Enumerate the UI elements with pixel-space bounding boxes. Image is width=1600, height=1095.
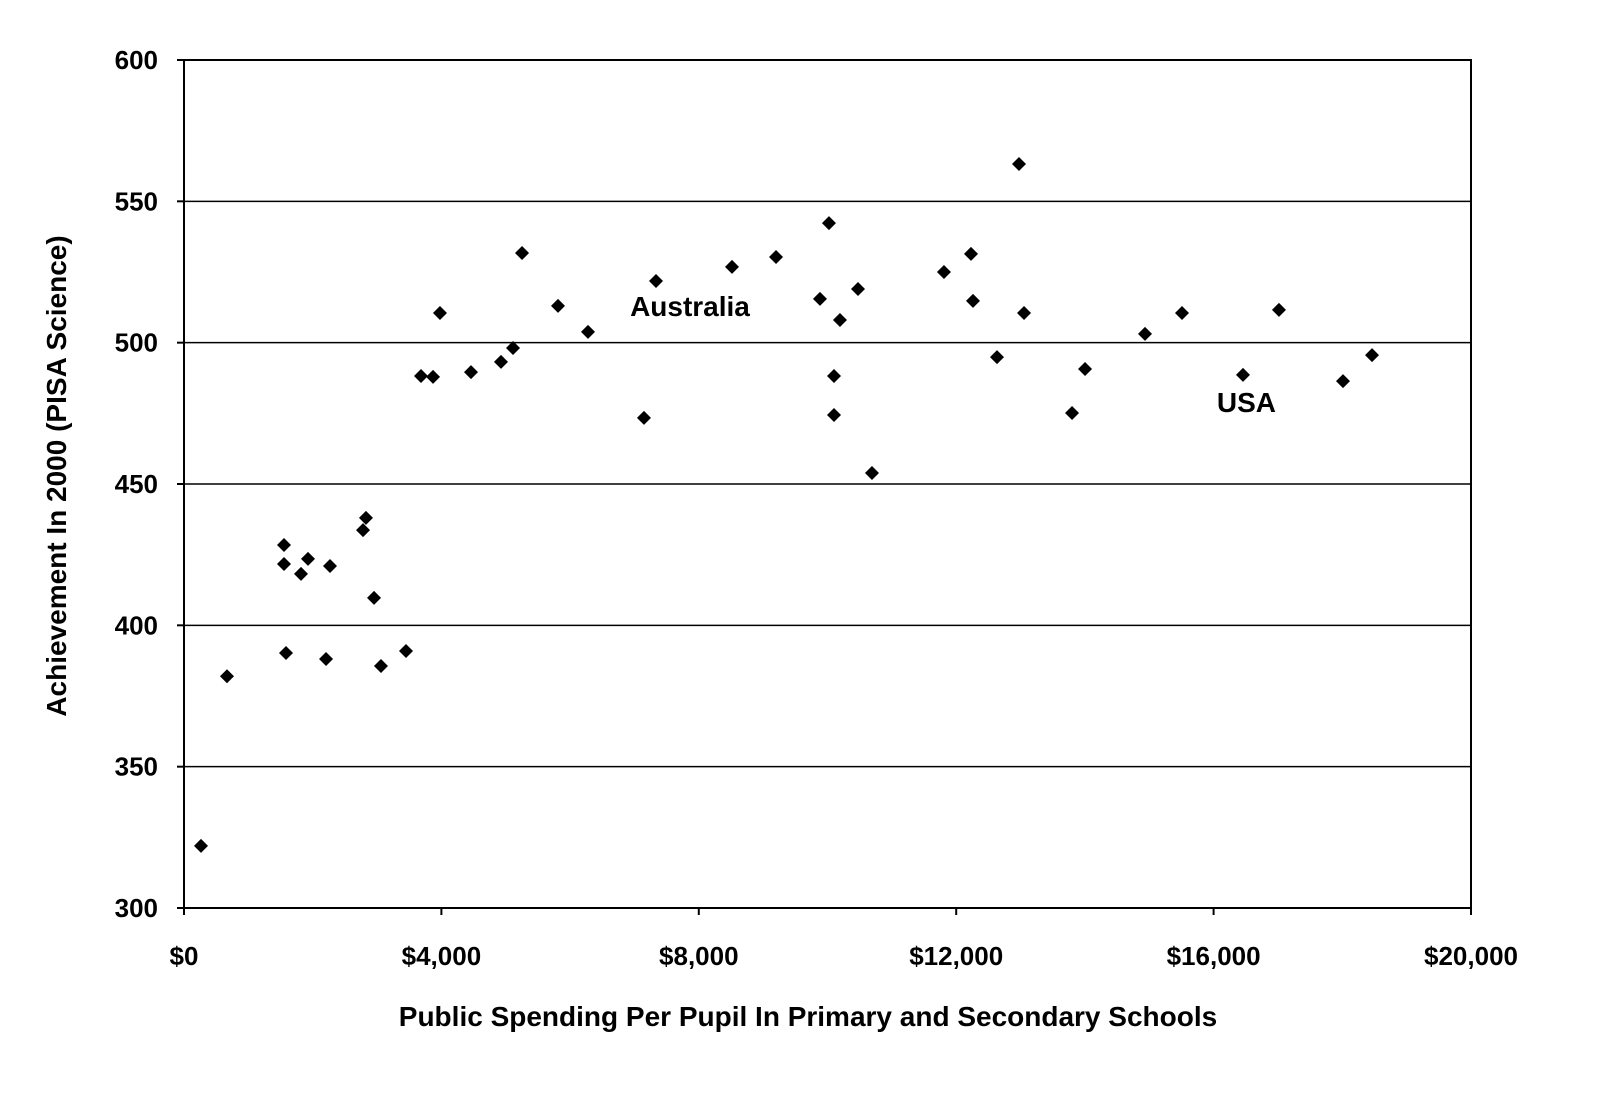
data-point [832,313,847,328]
x-axis-label: Public Spending Per Pupil In Primary and… [399,1001,1217,1032]
data-point [367,590,382,605]
gridlines [184,200,1471,768]
data-point [506,341,521,356]
data-point [373,659,388,674]
data-point [769,250,784,265]
data-point [1065,406,1080,421]
data-point [826,369,841,384]
data-point [649,274,664,289]
y-tick-label: 350 [115,752,158,782]
data-point [551,298,566,313]
data-point [278,646,293,661]
data-point [1138,326,1153,341]
data-point [989,350,1004,365]
data-point [219,669,234,684]
data-point [965,293,980,308]
data-point [293,566,308,581]
y-tick-label: 500 [115,328,158,358]
y-axis: 300 350 400 450 500 550 600 [115,45,184,923]
data-points [193,157,1380,853]
data-point [193,838,208,853]
data-point [1078,361,1093,376]
data-point [812,291,827,306]
data-point [319,651,334,666]
x-tick-label: $8,000 [659,941,739,971]
data-point [864,465,879,480]
y-tick-label: 550 [115,186,158,216]
y-tick-label: 400 [115,610,158,640]
annotation-label: USA [1217,387,1276,418]
y-tick-label: 600 [115,45,158,75]
annotations: Australia USA [630,291,1276,418]
x-tick-label: $16,000 [1167,941,1261,971]
y-tick-label: 450 [115,469,158,499]
data-point [426,369,441,384]
data-point [851,281,866,296]
data-point [826,408,841,423]
data-point [399,644,414,659]
data-point [1012,157,1027,172]
x-tick-label: $0 [170,941,199,971]
data-point [1017,305,1032,320]
data-point [936,265,951,279]
x-tick-label: $20,000 [1424,941,1518,971]
data-point [1236,367,1251,382]
data-point [821,216,836,231]
data-point [432,305,447,320]
data-point [358,510,373,525]
data-point [493,354,508,369]
data-point [1365,348,1380,363]
data-point [276,538,291,553]
x-axis: $0 $4,000 $8,000 $12,000 $16,000 $20,000 [170,908,1518,971]
data-point [301,551,316,566]
x-tick-label: $4,000 [402,941,482,971]
x-tick-label: $12,000 [909,941,1003,971]
y-axis-label: Achievement In 2000 (PISA Science) [41,235,72,716]
data-point [464,365,479,380]
data-point [276,556,291,571]
annotation-label: Australia [630,291,750,322]
data-point [1336,374,1351,389]
data-point [356,523,371,538]
data-point [1271,302,1286,317]
data-point [636,410,651,425]
data-point [725,259,740,274]
data-point [580,324,595,339]
y-tick-label: 300 [115,893,158,923]
data-point [414,369,429,384]
data-point [964,246,979,261]
data-point [1175,305,1190,320]
data-point [515,246,530,261]
data-point [323,558,338,573]
